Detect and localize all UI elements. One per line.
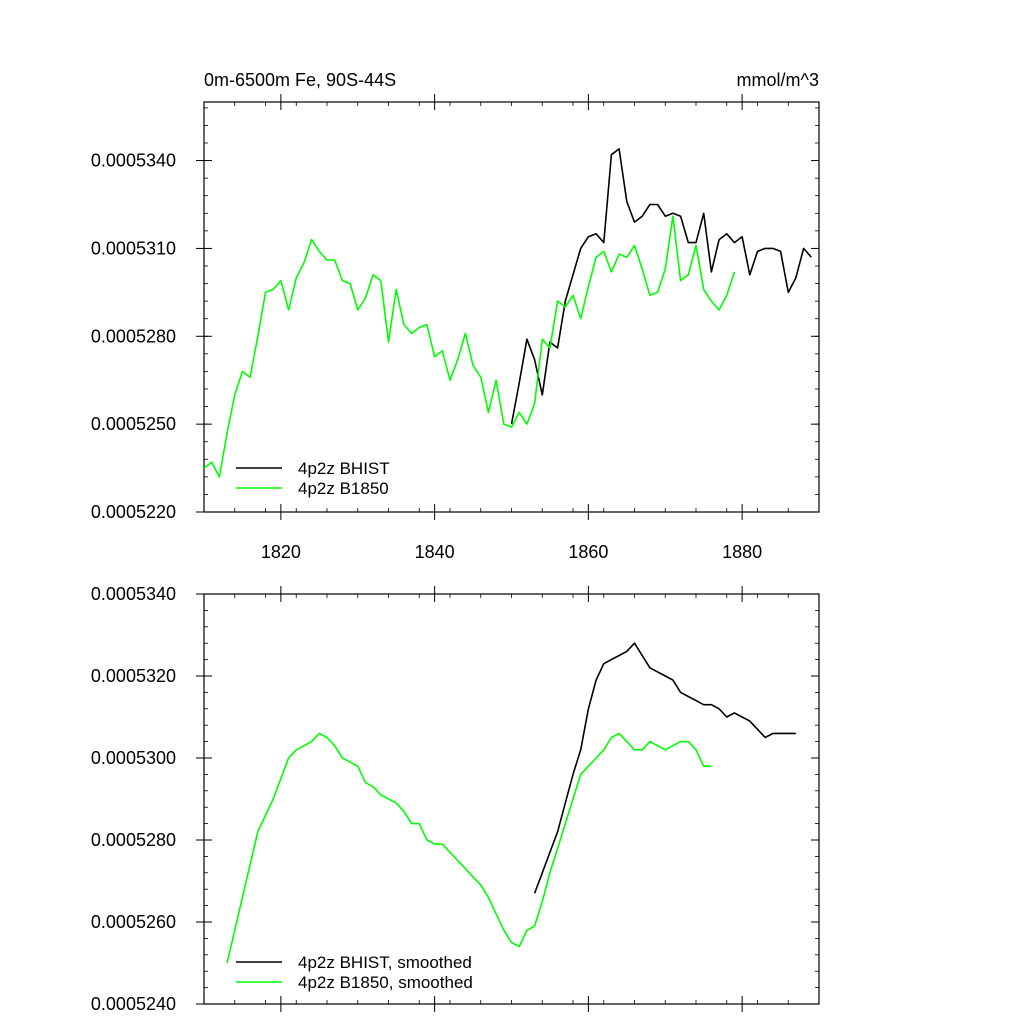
legend-label: 4p2z B1850, smoothed	[298, 973, 473, 992]
y-tick-label: 0.0005310	[91, 238, 176, 258]
y-tick-label: 0.0005240	[91, 994, 176, 1014]
x-tick-label: 1880	[722, 542, 762, 562]
series-line-bhist	[510, 148, 812, 425]
x-tick-label: 1820	[261, 542, 301, 562]
y-tick-label: 0.0005340	[91, 151, 176, 171]
chart-title: 0m-6500m Fe, 90S-44S	[204, 70, 396, 90]
x-tick-label: 1860	[568, 542, 608, 562]
legend-label: 4p2z BHIST	[298, 459, 390, 478]
y-tick-label: 0.0005260	[91, 912, 176, 932]
x-tick-label: 1840	[415, 542, 455, 562]
top-panel: 0.0005220 0.0005250 0.0005280 0.0005310 0.00…	[91, 94, 820, 562]
y-tick-label: 0.0005340	[91, 584, 176, 604]
units-label: mmol/m^3	[737, 70, 819, 90]
legend-label: 4p2z BHIST, smoothed	[298, 953, 472, 972]
y-tick-label: 0.0005280	[91, 326, 176, 346]
bottom-panel: 0.0005240 0.0005260 0.0005280 0.0005300 0.00…	[91, 584, 820, 1014]
y-tick-label: 0.0005220	[91, 502, 176, 522]
plot-frame	[203, 101, 820, 513]
series-line-b1850	[203, 215, 736, 478]
y-tick-label: 0.0005300	[91, 748, 176, 768]
series-line-bhist	[533, 642, 796, 894]
legend-label: 4p2z B1850	[298, 479, 389, 498]
y-tick-label: 0.0005250	[91, 414, 176, 434]
y-tick-label: 0.0005280	[91, 830, 176, 850]
y-tick-label: 0.0005320	[91, 666, 176, 686]
series-line-b1850	[226, 732, 712, 964]
